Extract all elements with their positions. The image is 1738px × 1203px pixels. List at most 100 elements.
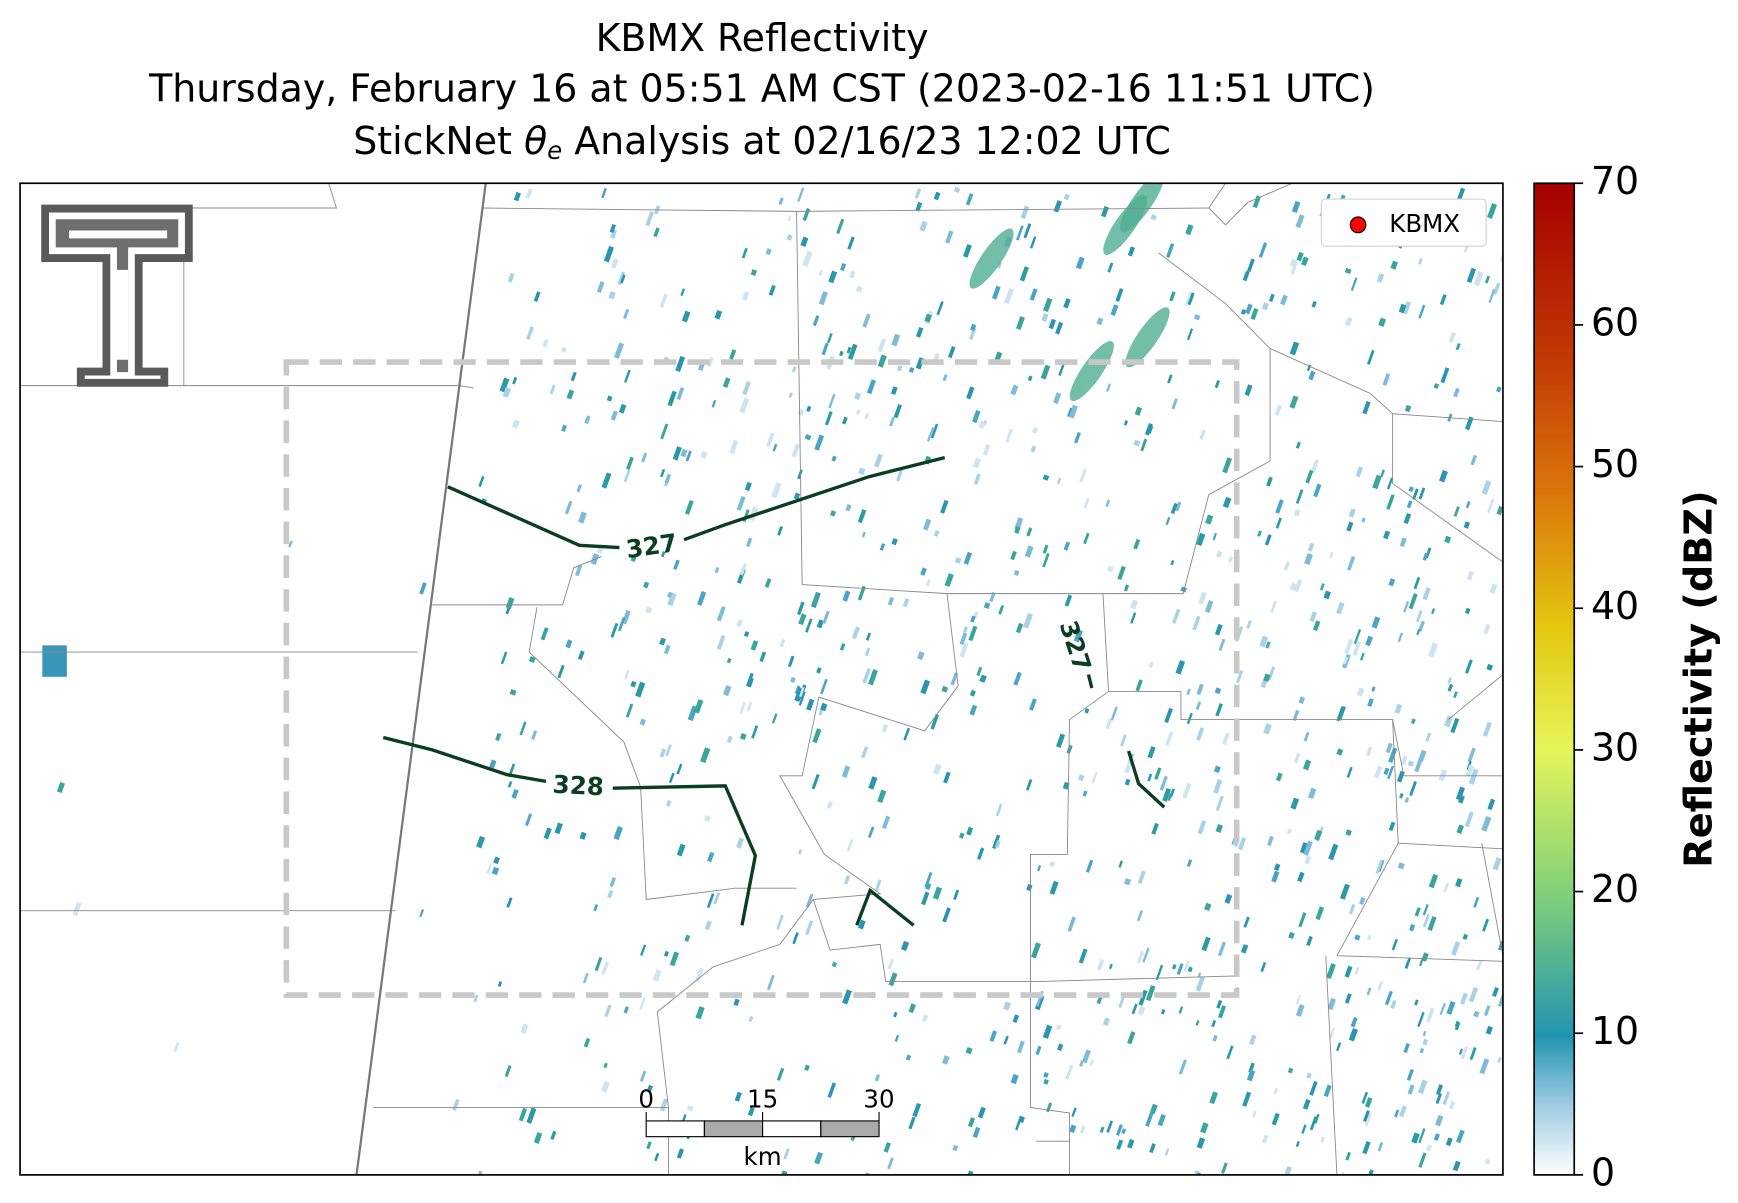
echo (874, 1074, 881, 1082)
echo (1063, 541, 1071, 551)
echo (972, 410, 981, 424)
echo (1003, 1035, 1009, 1045)
echo (814, 1151, 824, 1165)
echo (1422, 587, 1431, 601)
echo (1240, 308, 1247, 315)
university-logo (41, 204, 193, 387)
echo (684, 934, 691, 942)
echo (915, 327, 924, 338)
echo (620, 274, 626, 284)
colorbar-tick-label: 40 (1591, 584, 1639, 628)
echo (645, 211, 654, 227)
echo (1455, 786, 1465, 801)
echo (1418, 1128, 1426, 1144)
echo (750, 269, 758, 276)
echo (607, 889, 614, 899)
echo (816, 667, 822, 674)
echo (1082, 790, 1088, 797)
echo (922, 1014, 929, 1023)
echo (1169, 291, 1176, 302)
echo (643, 581, 650, 589)
echo (810, 591, 821, 609)
echo (704, 920, 712, 931)
echo (1246, 620, 1252, 629)
echo (476, 835, 486, 849)
echo (1063, 298, 1071, 309)
echo (654, 1152, 660, 1162)
echo (478, 475, 485, 488)
echo (1131, 1003, 1138, 1015)
echo (1302, 1099, 1311, 1110)
echo (610, 258, 619, 269)
echo (1422, 552, 1429, 561)
echo (1055, 1024, 1062, 1031)
echo (846, 346, 852, 354)
echo (1257, 530, 1262, 537)
echo (1145, 1111, 1154, 1127)
echo (1170, 502, 1178, 515)
echo (1457, 794, 1465, 804)
echo (1336, 601, 1345, 615)
echo (820, 702, 828, 712)
echo (950, 672, 959, 686)
echo (854, 392, 861, 400)
echo (1286, 828, 1293, 835)
echo (908, 366, 915, 373)
echo (1403, 601, 1410, 613)
echo (706, 893, 715, 909)
echo (1298, 696, 1306, 704)
echo (722, 377, 731, 388)
echo (1264, 534, 1272, 546)
echo (1419, 1047, 1425, 1054)
echo (676, 387, 685, 401)
echo (1366, 1169, 1374, 1175)
echo (624, 369, 631, 383)
echo (1409, 923, 1416, 932)
echo (1359, 652, 1365, 661)
echo (742, 291, 750, 301)
echo (1235, 669, 1244, 684)
echo (1055, 321, 1064, 335)
echo (759, 651, 767, 663)
echo (1413, 576, 1421, 590)
echo (1136, 910, 1144, 922)
echo (714, 566, 720, 574)
echo (912, 1102, 922, 1118)
echo (1069, 1124, 1077, 1134)
echo (676, 1148, 685, 1159)
echo (675, 355, 686, 372)
echo (729, 349, 737, 360)
echo (713, 892, 721, 905)
echo (845, 504, 852, 512)
echo (1289, 395, 1299, 409)
echo (630, 680, 637, 688)
echo (791, 443, 800, 458)
echo (419, 582, 427, 595)
echo (888, 972, 898, 987)
echo (969, 689, 976, 697)
title-symbol: θ (524, 118, 547, 162)
echo (1178, 1006, 1184, 1014)
echo (840, 262, 847, 272)
echo (842, 590, 851, 602)
echo (1280, 294, 1288, 306)
colorbar-tick-label: 20 (1591, 867, 1639, 911)
echo (509, 688, 517, 696)
echo (743, 631, 750, 637)
echo (1364, 1097, 1373, 1108)
echo (1469, 1047, 1477, 1061)
echo (1412, 488, 1419, 500)
echo (1407, 1084, 1415, 1095)
echo (1265, 641, 1271, 649)
echo (1346, 555, 1356, 571)
echo (610, 410, 618, 421)
echo (1487, 498, 1495, 514)
echo (1486, 663, 1494, 671)
echo (1295, 994, 1302, 1005)
echo (736, 619, 743, 627)
echo (1386, 477, 1394, 490)
echo (1078, 948, 1088, 964)
echo (962, 626, 969, 633)
echo (1110, 304, 1119, 316)
scale-tick-label: 30 (863, 1085, 894, 1114)
